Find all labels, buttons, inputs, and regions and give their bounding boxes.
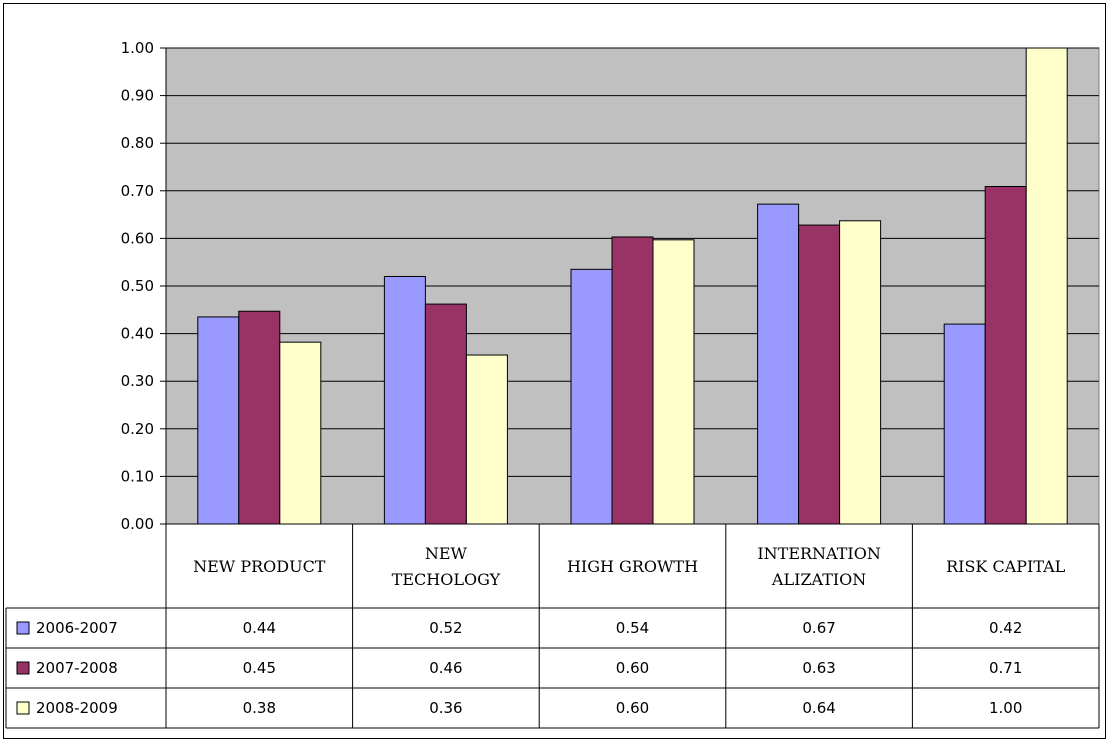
table-value: 0.60 [616,699,649,717]
legend-label: 2007-2008 [36,659,118,677]
bar [239,311,280,524]
table-value: 0.45 [243,659,276,677]
legend-swatch [17,662,29,674]
table-value: 0.42 [989,619,1022,637]
bar [571,269,612,524]
bar [612,237,653,524]
table-value: 0.44 [243,619,276,637]
table-value: 0.60 [616,659,649,677]
bar [840,221,881,524]
table-value: 0.52 [429,619,462,637]
table-value: 0.38 [243,699,276,717]
category-label: TECHOLOGY [392,570,501,589]
bar [653,240,694,524]
legend-label: 2008-2009 [36,699,118,717]
table-value: 0.67 [802,619,835,637]
bar [758,204,799,524]
bar [280,342,321,524]
y-tick-label: 0.30 [121,372,154,390]
table-value: 0.64 [802,699,835,717]
category-label: NEW [425,544,468,563]
y-tick-label: 0.60 [121,229,154,247]
category-label: RISK CAPITAL [946,557,1066,576]
bar [466,355,507,524]
category-label: ALIZATION [771,570,866,589]
legend-swatch [17,702,29,714]
bar [384,276,425,524]
table-value: 0.54 [616,619,649,637]
category-label: NEW PRODUCT [193,557,326,576]
bar [1026,48,1067,524]
bar [799,225,840,524]
table-value: 0.46 [429,659,462,677]
y-tick-label: 0.10 [121,467,154,485]
bar [198,317,239,524]
bar-chart: 0.00 0.10 0.20 0.30 0.40 0.50 0.60 0.70 0.80 0.90… [4,4,1107,740]
table-value: 0.71 [989,659,1022,677]
y-tick-label: 0.70 [121,182,154,200]
y-tick-label: 1.00 [121,39,154,57]
y-tick-label: 0.50 [121,277,154,295]
bar [425,304,466,524]
legend-label: 2006-2007 [36,619,118,637]
bar [944,324,985,524]
y-tick-label: 0.80 [121,134,154,152]
y-tick-label: 0.90 [121,87,154,105]
table-value: 0.63 [802,659,835,677]
bar [985,187,1026,524]
y-tick-label: 0.20 [121,420,154,438]
y-tick-label: 0.40 [121,325,154,343]
category-label: HIGH GROWTH [567,557,698,576]
table-value: 0.36 [429,699,462,717]
legend-swatch [17,622,29,634]
chart-frame: 0.00 0.10 0.20 0.30 0.40 0.50 0.60 0.70 0.80 0.90… [3,3,1106,739]
y-tick-label: 0.00 [121,515,154,533]
table-value: 1.00 [989,699,1022,717]
category-label: INTERNATION [757,544,881,563]
